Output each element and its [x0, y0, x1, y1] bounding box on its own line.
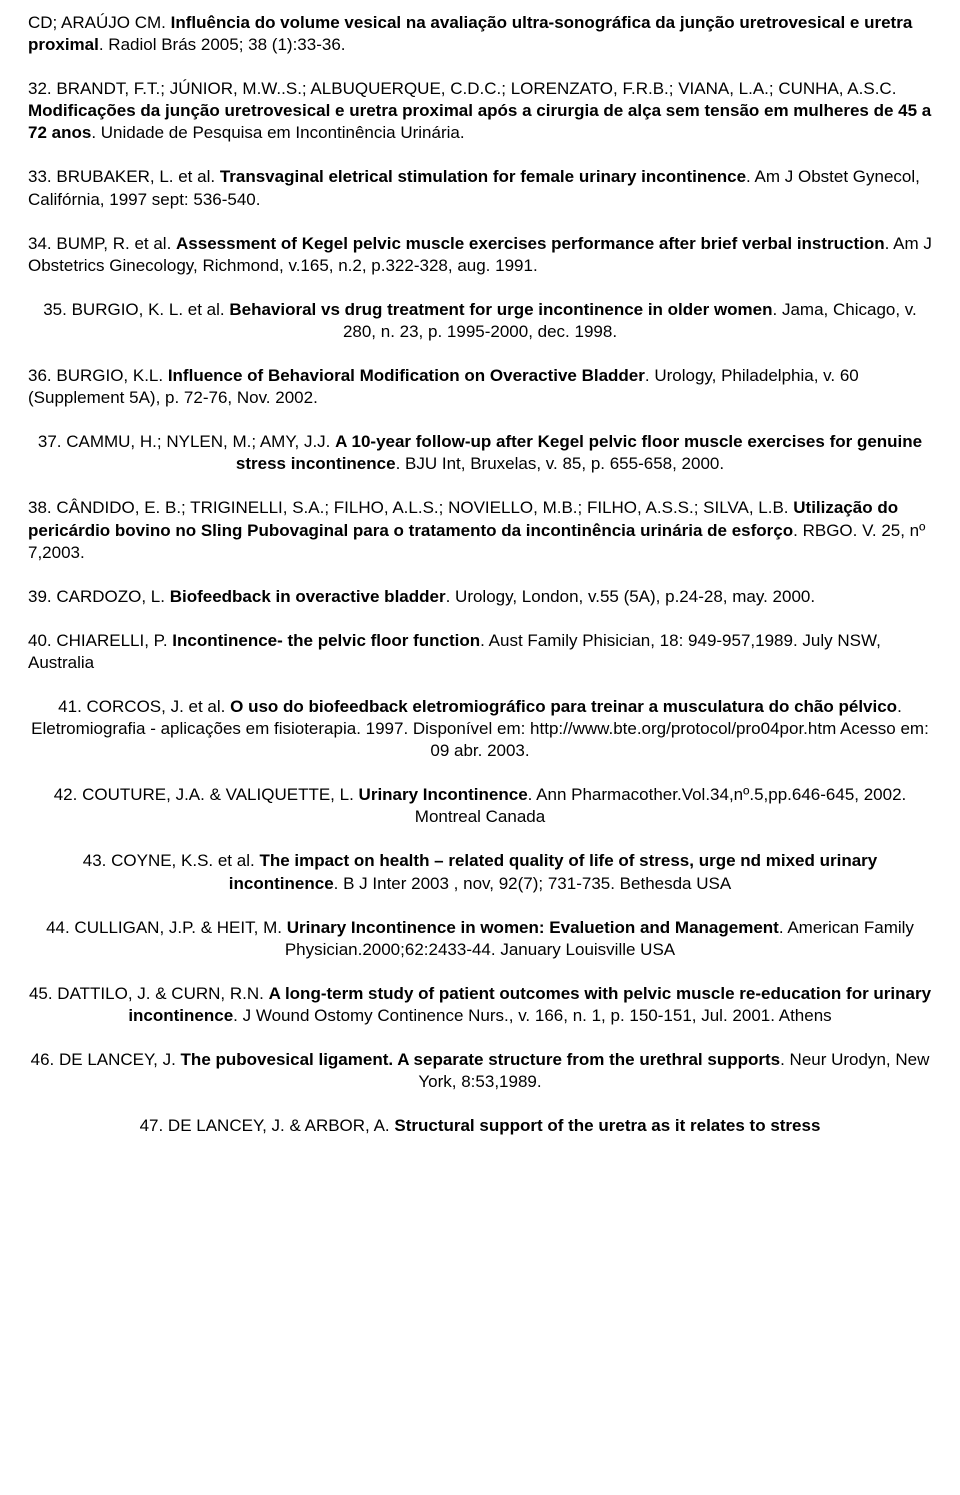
ref-title: Transvaginal eletrical stimulation for f… [220, 167, 746, 186]
ref-title: Urinary Incontinence in women: Evaluetio… [287, 918, 779, 937]
reference-item: 44. CULLIGAN, J.P. & HEIT, M. Urinary In… [28, 917, 932, 961]
reference-item: 36. BURGIO, K.L. Influence of Behavioral… [28, 365, 932, 409]
ref-authors: 36. BURGIO, K.L. [28, 366, 168, 385]
ref-title: Incontinence- the pelvic floor function [172, 631, 480, 650]
ref-authors: 44. CULLIGAN, J.P. & HEIT, M. [46, 918, 287, 937]
ref-authors: 37. CAMMU, H.; NYLEN, M.; AMY, J.J. [38, 432, 335, 451]
ref-authors: 46. DE LANCEY, J. [31, 1050, 181, 1069]
ref-source: . J Wound Ostomy Continence Nurs., v. 16… [233, 1006, 832, 1025]
ref-authors: 32. BRANDT, F.T.; JÚNIOR, M.W..S.; ALBUQ… [28, 79, 896, 98]
ref-authors: CD; ARAÚJO CM. [28, 13, 171, 32]
ref-authors: 34. BUMP, R. et al. [28, 234, 176, 253]
ref-source: . Radiol Brás 2005; 38 (1):33-36. [99, 35, 346, 54]
references-list: CD; ARAÚJO CM. Influência do volume vesi… [28, 12, 932, 1137]
ref-title: Biofeedback in overactive bladder [170, 587, 446, 606]
reference-item: 34. BUMP, R. et al. Assessment of Kegel … [28, 233, 932, 277]
reference-item: 42. COUTURE, J.A. & VALIQUETTE, L. Urina… [28, 784, 932, 828]
ref-authors: 42. COUTURE, J.A. & VALIQUETTE, L. [54, 785, 359, 804]
ref-title: O uso do biofeedback eletromiográfico pa… [230, 697, 897, 716]
ref-authors: 45. DATTILO, J. & CURN, R.N. [29, 984, 269, 1003]
ref-authors: 41. CORCOS, J. et al. [58, 697, 230, 716]
ref-authors: 43. COYNE, K.S. et al. [83, 851, 260, 870]
reference-item: 38. CÂNDIDO, E. B.; TRIGINELLI, S.A.; FI… [28, 497, 932, 563]
ref-title: Urinary Incontinence [359, 785, 528, 804]
reference-item: 37. CAMMU, H.; NYLEN, M.; AMY, J.J. A 10… [28, 431, 932, 475]
ref-title: Assessment of Kegel pelvic muscle exerci… [176, 234, 885, 253]
reference-item: 41. CORCOS, J. et al. O uso do biofeedba… [28, 696, 932, 762]
reference-item: 43. COYNE, K.S. et al. The impact on hea… [28, 850, 932, 894]
ref-authors: 38. CÂNDIDO, E. B.; TRIGINELLI, S.A.; FI… [28, 498, 793, 517]
ref-authors: 33. BRUBAKER, L. et al. [28, 167, 220, 186]
ref-title: Influence of Behavioral Modification on … [168, 366, 645, 385]
reference-item: 47. DE LANCEY, J. & ARBOR, A. Structural… [28, 1115, 932, 1137]
ref-authors: 39. CARDOZO, L. [28, 587, 170, 606]
ref-authors: 47. DE LANCEY, J. & ARBOR, A. [140, 1116, 395, 1135]
reference-item: 32. BRANDT, F.T.; JÚNIOR, M.W..S.; ALBUQ… [28, 78, 932, 144]
reference-item: 46. DE LANCEY, J. The pubovesical ligame… [28, 1049, 932, 1093]
reference-item: 33. BRUBAKER, L. et al. Transvaginal ele… [28, 166, 932, 210]
ref-source: . Urology, London, v.55 (5A), p.24-28, m… [446, 587, 815, 606]
ref-authors: 35. BURGIO, K. L. et al. [43, 300, 229, 319]
ref-source: . B J Inter 2003 , nov, 92(7); 731-735. … [334, 874, 732, 893]
reference-item: 39. CARDOZO, L. Biofeedback in overactiv… [28, 586, 932, 608]
ref-source: . Unidade de Pesquisa em Incontinência U… [91, 123, 464, 142]
ref-title: Structural support of the uretra as it r… [394, 1116, 820, 1135]
reference-item: 45. DATTILO, J. & CURN, R.N. A long-term… [28, 983, 932, 1027]
ref-source: . BJU Int, Bruxelas, v. 85, p. 655-658, … [396, 454, 725, 473]
ref-title: Behavioral vs drug treatment for urge in… [229, 300, 772, 319]
ref-authors: 40. CHIARELLI, P. [28, 631, 172, 650]
reference-item: 35. BURGIO, K. L. et al. Behavioral vs d… [28, 299, 932, 343]
ref-title: The pubovesical ligament. A separate str… [181, 1050, 781, 1069]
reference-item: 40. CHIARELLI, P. Incontinence- the pelv… [28, 630, 932, 674]
reference-item: CD; ARAÚJO CM. Influência do volume vesi… [28, 12, 932, 56]
